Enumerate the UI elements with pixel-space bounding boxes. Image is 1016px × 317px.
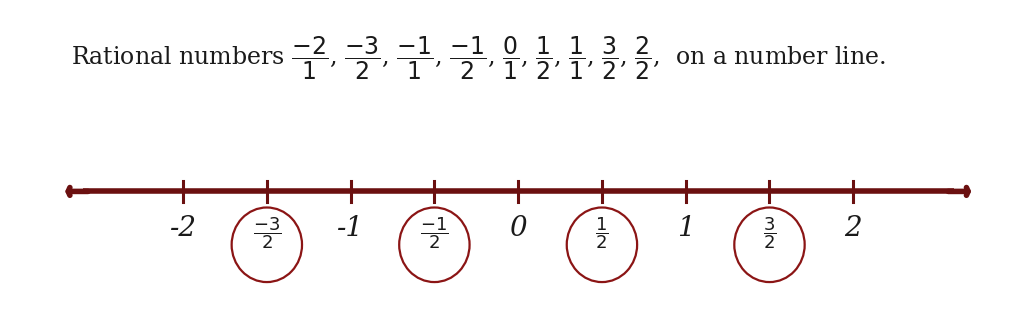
Text: Rational numbers $\dfrac{-2}{1}$, $\dfrac{-3}{2}$, $\dfrac{-1}{1}$, $\dfrac{-1}{: Rational numbers $\dfrac{-2}{1}$, $\dfra…: [71, 34, 886, 81]
Text: 2: 2: [844, 215, 862, 242]
Text: $\dfrac{-1}{2}$: $\dfrac{-1}{2}$: [421, 215, 449, 251]
Text: 0: 0: [509, 215, 527, 242]
Text: $\dfrac{-3}{2}$: $\dfrac{-3}{2}$: [253, 215, 281, 251]
Text: -2: -2: [170, 215, 196, 242]
Text: $\dfrac{1}{2}$: $\dfrac{1}{2}$: [595, 215, 609, 251]
Text: -1: -1: [337, 215, 364, 242]
Text: $\dfrac{3}{2}$: $\dfrac{3}{2}$: [763, 215, 776, 251]
Text: 1: 1: [677, 215, 695, 242]
